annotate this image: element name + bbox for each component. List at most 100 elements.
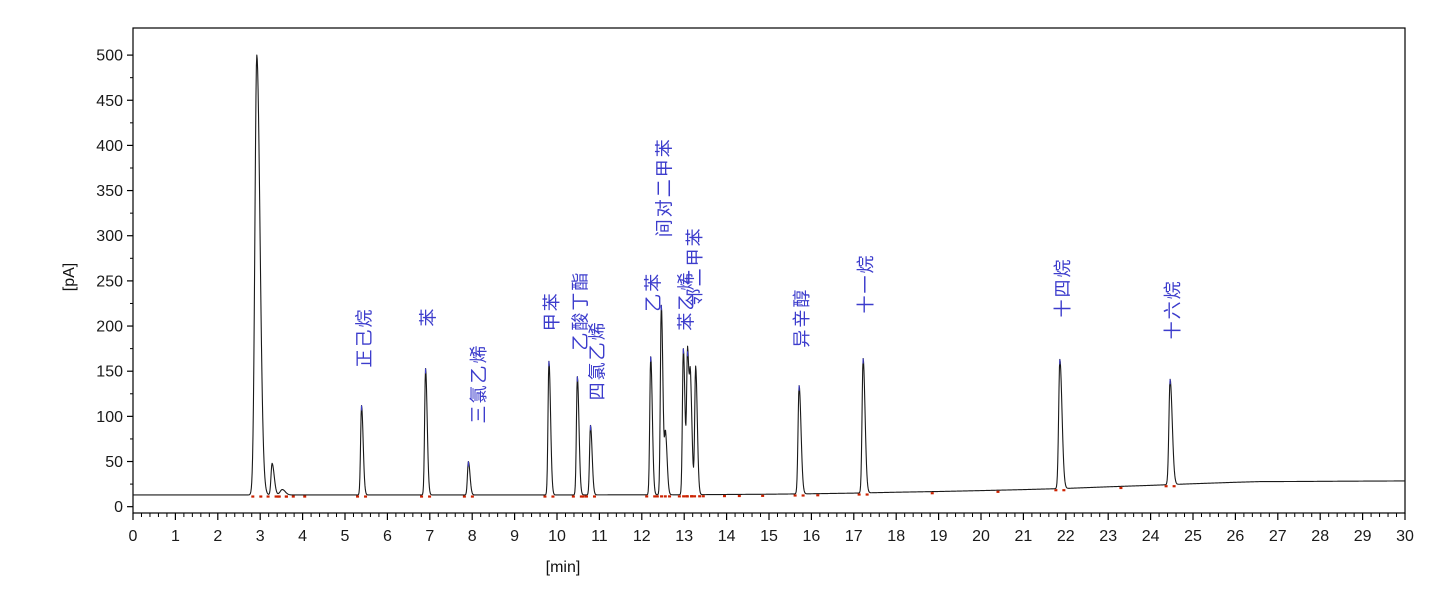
x-tick-label: 19 (930, 528, 948, 545)
peak-label: 十四烷 (1053, 257, 1073, 317)
peak-label: 十六烷 (1163, 279, 1183, 339)
integration-mark (274, 495, 278, 498)
integration-mark (685, 495, 689, 498)
integration-mark (584, 495, 588, 498)
integration-mark (581, 495, 585, 498)
integration-mark (592, 495, 596, 498)
integration-mark (930, 492, 934, 495)
integration-mark (722, 494, 726, 498)
integration-mark (428, 495, 432, 498)
x-tick-label: 0 (129, 528, 138, 545)
x-axis-unit-label: [min] (545, 559, 581, 576)
y-tick-label: 450 (96, 93, 123, 110)
x-tick-label: 25 (1184, 528, 1202, 545)
integration-mark (996, 490, 1000, 493)
integration-mark (668, 495, 672, 498)
integration-mark (682, 495, 686, 498)
integration-mark (857, 493, 861, 496)
x-tick-label: 20 (972, 528, 990, 545)
x-tick-label: 13 (675, 528, 693, 545)
x-tick-label: 1 (171, 528, 180, 545)
y-tick-label: 200 (96, 319, 123, 336)
x-tick-label: 2 (213, 528, 222, 545)
integration-mark (1119, 486, 1123, 490)
integration-mark (470, 495, 474, 498)
x-tick-label: 8 (468, 528, 477, 545)
x-tick-label: 4 (298, 528, 307, 545)
x-tick-label: 10 (548, 528, 566, 545)
x-tick-label: 27 (1269, 528, 1287, 545)
y-tick-label: 250 (96, 273, 123, 290)
integration-mark (701, 495, 705, 498)
x-tick-label: 7 (425, 528, 434, 545)
peak-label: 正己烷 (355, 308, 375, 368)
integration-mark (698, 495, 702, 498)
x-tick-label: 17 (845, 528, 863, 545)
x-tick-label: 9 (510, 528, 519, 545)
y-tick-label: 350 (96, 183, 123, 200)
y-tick-label: 0 (114, 499, 123, 516)
integration-mark (1164, 485, 1168, 488)
x-tick-label: 12 (633, 528, 651, 545)
integration-mark (579, 495, 583, 498)
integration-mark (865, 493, 869, 496)
integration-mark (571, 495, 575, 498)
plot-border (132, 27, 1406, 514)
x-tick-label: 11 (591, 528, 608, 545)
y-tick-label: 150 (96, 364, 123, 381)
x-tick-label: 5 (341, 528, 350, 545)
integration-mark (543, 495, 547, 498)
integration-mark (793, 494, 797, 497)
x-tick-label: 30 (1396, 528, 1414, 545)
y-tick-label: 50 (105, 454, 123, 471)
integration-mark (690, 495, 694, 498)
x-tick-label: 22 (1057, 528, 1075, 545)
integration-mark (1062, 489, 1066, 492)
x-tick-label: 14 (718, 528, 736, 545)
integration-mark (677, 495, 681, 498)
integration-mark (303, 495, 307, 498)
integration-mark (277, 495, 281, 498)
peak-label: 甲苯 (542, 291, 562, 331)
y-tick-label: 500 (96, 48, 123, 65)
integration-mark (291, 495, 295, 498)
signal-trace (132, 54, 1406, 496)
peak-label: 乙苯 (644, 272, 664, 312)
x-tick-label: 26 (1227, 528, 1245, 545)
peak-label: 苯 (419, 306, 439, 326)
integration-mark (1172, 485, 1176, 488)
peak-label: 三氯乙烯 (469, 344, 489, 424)
integration-mark (551, 495, 555, 498)
integration-mark (259, 495, 263, 498)
x-tick-label: 6 (383, 528, 392, 545)
integration-mark (462, 495, 466, 498)
x-tick-label: 21 (1015, 528, 1033, 545)
integration-mark (816, 494, 820, 497)
integration-mark (251, 495, 255, 498)
x-tick-label: 23 (1099, 528, 1117, 545)
integration-mark (660, 495, 664, 498)
integration-mark (284, 495, 288, 498)
integration-mark (364, 495, 368, 498)
x-tick-label: 28 (1311, 528, 1329, 545)
peak-label: 异辛醇 (792, 288, 812, 348)
y-tick-label: 300 (96, 228, 123, 245)
x-tick-label: 15 (760, 528, 778, 545)
peak-label: 十一烷 (856, 254, 876, 314)
integration-mark (1054, 489, 1058, 492)
x-tick-label: 16 (803, 528, 821, 545)
integration-mark (801, 494, 805, 497)
integration-mark (761, 494, 765, 497)
integration-mark (356, 495, 360, 498)
integration-mark (737, 494, 741, 498)
x-tick-label: 3 (256, 528, 265, 545)
integration-mark (266, 495, 270, 498)
peak-label: 间对二甲苯 (654, 137, 674, 237)
integration-mark (420, 495, 424, 498)
peak-label: 苯乙烯 (676, 271, 696, 331)
x-tick-label: 29 (1354, 528, 1372, 545)
x-tick-label: 24 (1142, 528, 1160, 545)
integration-mark (645, 495, 649, 498)
x-tick-label: 18 (887, 528, 905, 545)
